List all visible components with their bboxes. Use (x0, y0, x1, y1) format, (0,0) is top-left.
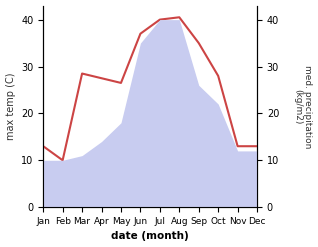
Y-axis label: med. precipitation
(kg/m2): med. precipitation (kg/m2) (293, 65, 313, 148)
X-axis label: date (month): date (month) (111, 231, 189, 242)
Y-axis label: max temp (C): max temp (C) (5, 73, 16, 140)
